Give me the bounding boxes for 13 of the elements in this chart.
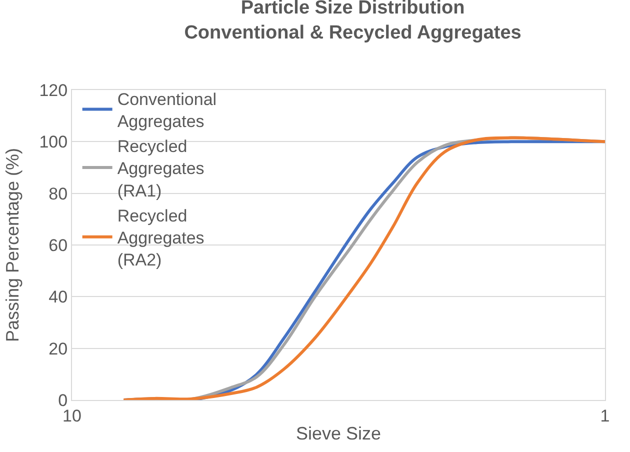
x-axis-title: Sieve Size [296,424,382,444]
y-tick-label: 80 [48,184,68,204]
y-tick-label: 20 [48,339,68,358]
chart-title: Particle Size Distribution Conventional & Recycled Aggregates [184,0,522,44]
y-tick-label: 40 [48,288,68,307]
y-tick-label: 60 [48,236,68,255]
y-tick-label: 120 [39,80,68,100]
legend-label: Recycled Aggregates (RA2) [117,206,204,270]
y-tick-label: 100 [39,132,68,152]
y-axis-title: Passing Percentage (%) [2,148,22,342]
legend-label: Conventional Aggregates [117,90,217,131]
x-tick-label: 1 [600,406,610,426]
legend-label: Recycled Aggregates (RA1) [117,137,204,200]
